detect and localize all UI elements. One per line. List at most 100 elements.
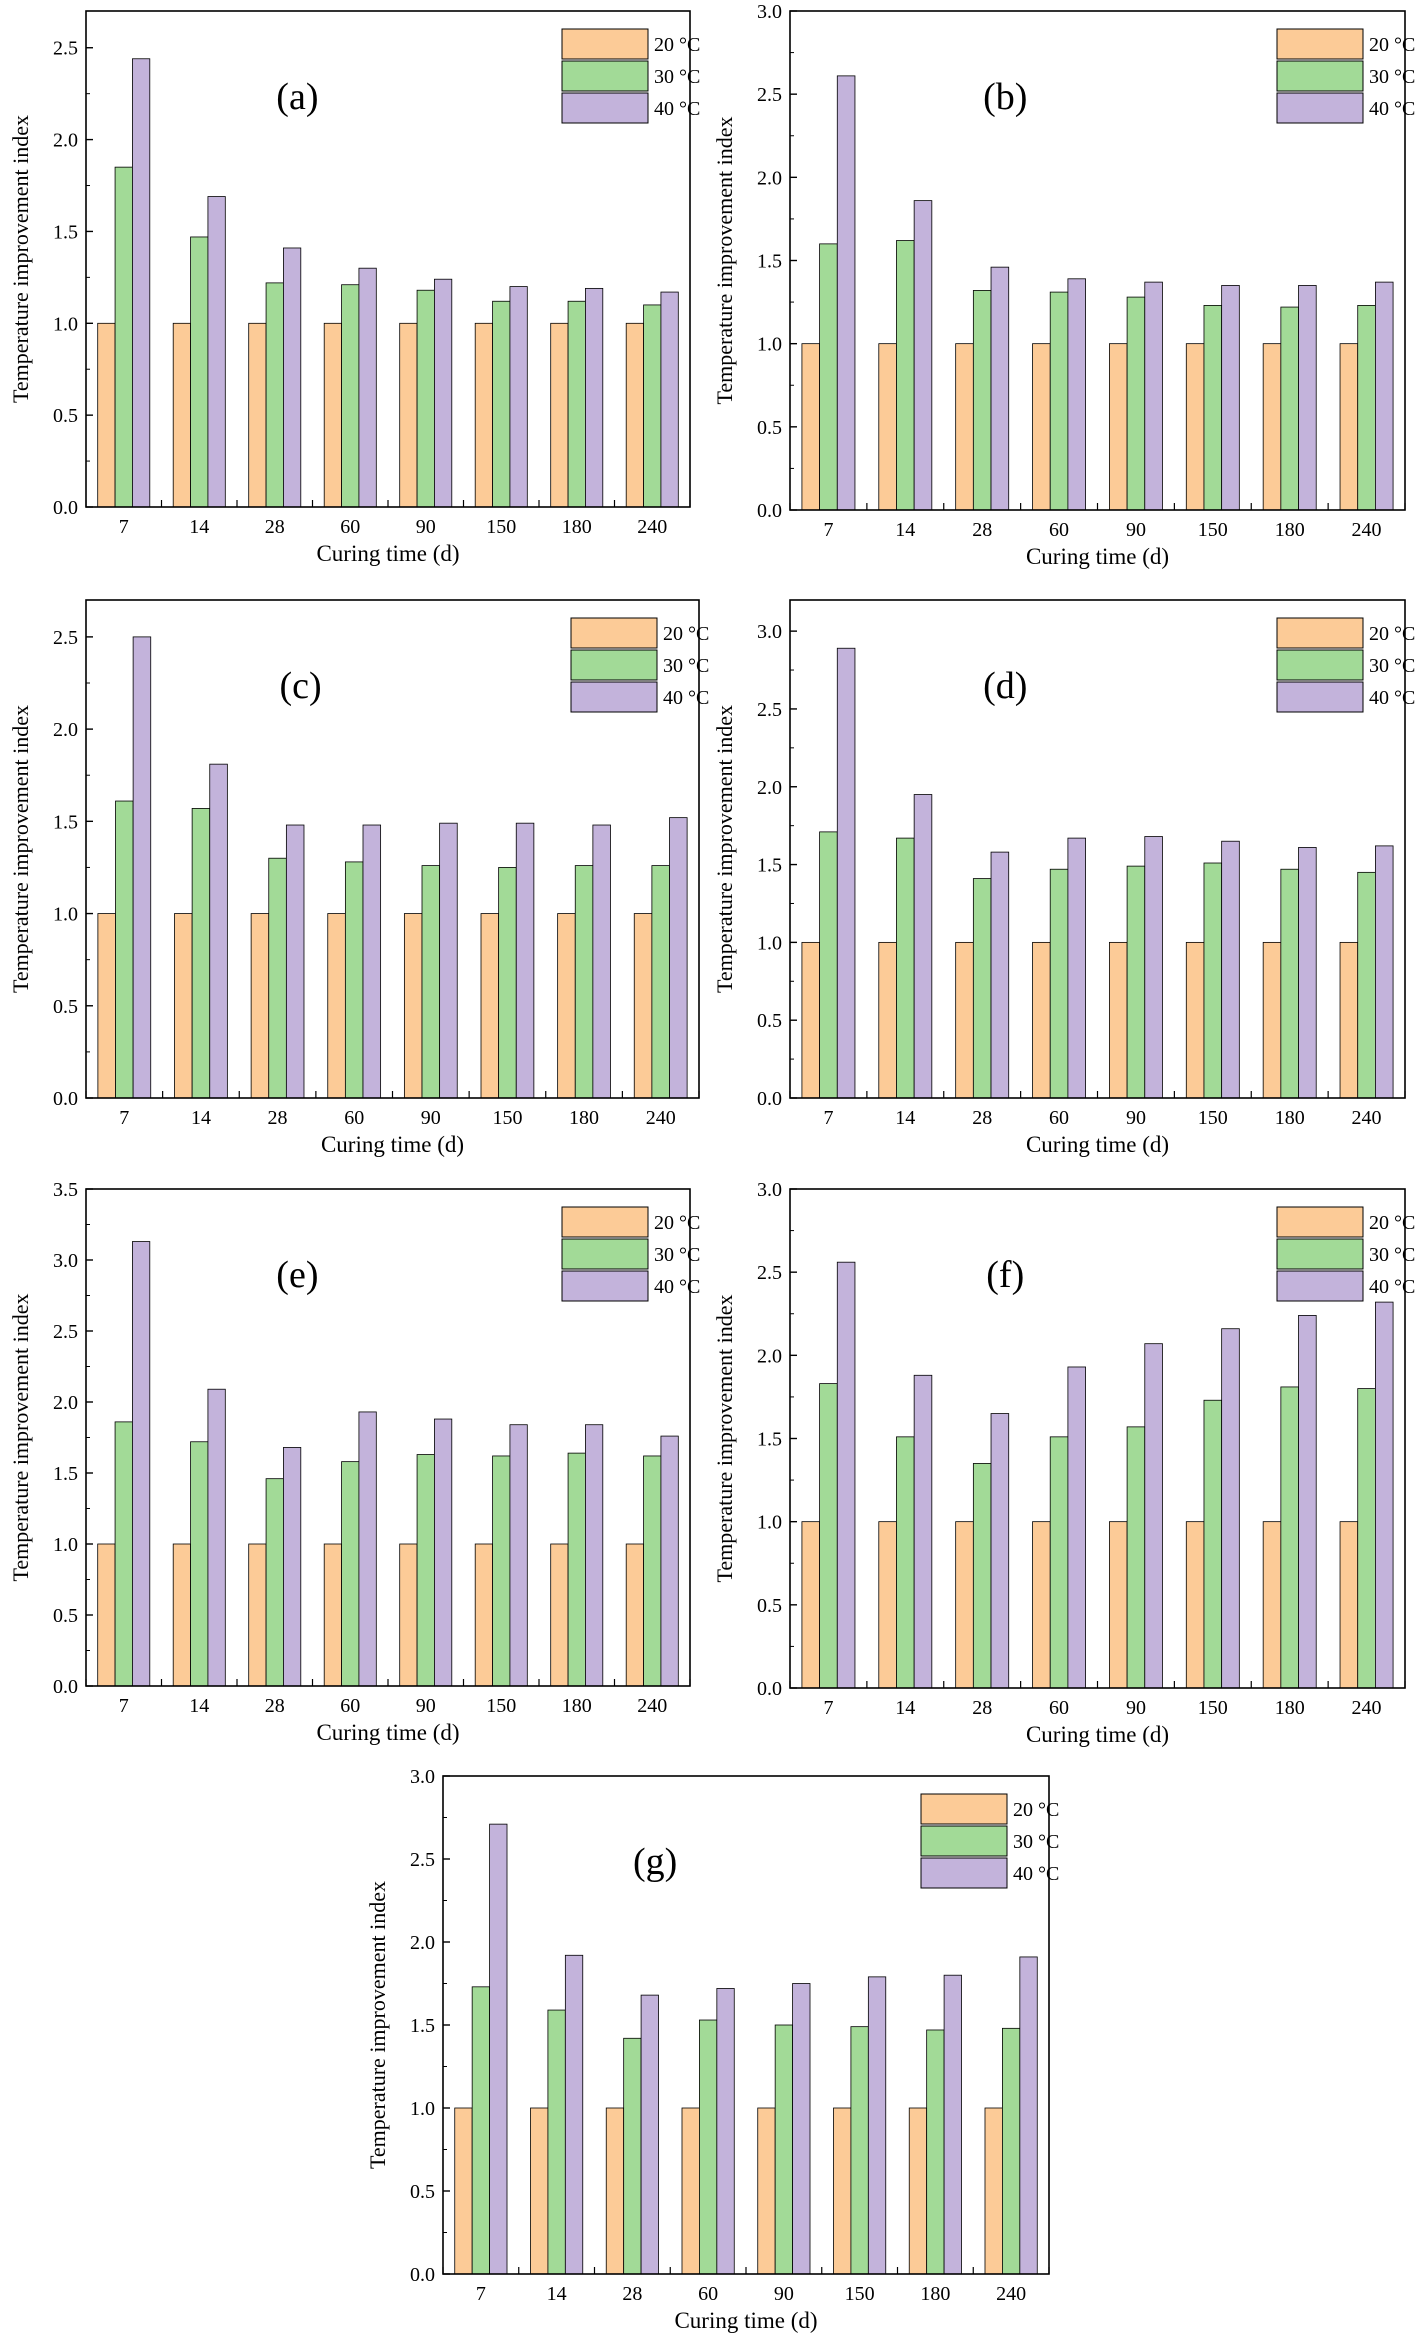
bar-30c-14 (190, 236, 209, 508)
bar-40c-240 (1375, 1301, 1394, 1689)
legend-swatch (561, 1206, 649, 1238)
bar-20c-14 (878, 941, 897, 1099)
x-tick-label: 150 (845, 2283, 875, 2305)
bar-30c-28 (972, 1463, 992, 1689)
bar-40c-150 (509, 286, 528, 508)
x-axis-label: Curing time (d) (321, 1132, 464, 1157)
legend-label: 20 °C (654, 34, 700, 56)
x-tick-label: 180 (562, 516, 592, 538)
bar-30c-14 (896, 1436, 915, 1689)
x-tick-label: 7 (823, 1107, 833, 1129)
bar-30c-7 (819, 243, 838, 511)
legend-label: 20 °C (663, 623, 709, 645)
x-tick-label: 90 (416, 516, 436, 538)
bar-40c-7 (132, 58, 151, 508)
x-tick-label: 7 (119, 1107, 129, 1129)
legend-swatch (1276, 1270, 1364, 1302)
bar-40c-7 (132, 1241, 151, 1687)
bar-30c-150 (492, 1455, 511, 1687)
bar-40c-28 (283, 247, 302, 508)
bar-20c-28 (250, 913, 270, 1099)
y-axis-label: Temperature improvement index (712, 705, 737, 993)
legend-label: 40 °C (663, 687, 709, 709)
y-tick-label: 2.5 (53, 1321, 78, 1343)
panel-label: (f) (986, 1254, 1024, 1296)
bar-40c-14 (913, 200, 933, 511)
bar-30c-28 (268, 857, 287, 1099)
x-tick-label: 60 (1049, 1107, 1069, 1129)
bar-20c-240 (1339, 941, 1359, 1099)
legend-swatch (570, 681, 658, 713)
bar-40c-60 (362, 824, 382, 1099)
y-tick-label: 0.5 (757, 417, 782, 439)
x-tick-label: 150 (1198, 1107, 1228, 1129)
bar-40c-240 (669, 817, 688, 1099)
bar-40c-14 (913, 794, 933, 1099)
legend-swatch (1276, 1238, 1364, 1270)
bar-20c-7 (801, 1521, 820, 1689)
legend-swatch (1276, 28, 1364, 60)
y-tick-label: 2.0 (53, 719, 78, 741)
x-tick-label: 150 (486, 516, 516, 538)
y-tick-label: 0.5 (53, 1605, 78, 1627)
bar-40c-150 (1221, 1328, 1240, 1689)
legend-label: 20 °C (654, 1212, 700, 1234)
y-tick-label: 1.5 (53, 811, 78, 833)
bar-30c-28 (972, 878, 992, 1099)
bar-20c-7 (454, 2107, 473, 2275)
x-axis-label: Curing time (d) (674, 2308, 817, 2333)
bar-30c-14 (191, 808, 211, 1099)
bar-40c-90 (1144, 836, 1163, 1099)
legend-label: 20 °C (1013, 1799, 1059, 1821)
chart-panel-3: 0.0 0.5 1.0 1.5 2.0 2.5 7 14 28 60 90 150 180 240 Curi… (8, 599, 709, 1157)
bar-30c-90 (1126, 865, 1146, 1099)
bar-30c-28 (623, 2037, 642, 2275)
bar-40c-28 (990, 266, 1010, 511)
y-tick-label: 2.0 (757, 777, 782, 799)
bar-20c-14 (172, 322, 191, 508)
bar-40c-90 (1144, 1343, 1163, 1689)
y-tick-label: 1.0 (757, 932, 782, 954)
x-tick-label: 150 (1198, 1697, 1228, 1719)
bar-30c-14 (547, 2009, 566, 2275)
x-axis-label: Curing time (d) (316, 541, 459, 566)
bar-30c-150 (498, 867, 517, 1099)
panel-label: (b) (983, 76, 1027, 118)
bar-30c-90 (421, 865, 441, 1099)
legend-label: 40 °C (654, 98, 700, 120)
x-tick-label: 90 (774, 2283, 794, 2305)
bar-30c-7 (471, 1986, 490, 2275)
y-tick-label: 0.0 (757, 1088, 782, 1110)
y-tick-label: 0.0 (53, 1676, 78, 1698)
bar-40c-7 (836, 1261, 856, 1689)
bar-40c-28 (990, 851, 1010, 1099)
bar-20c-150 (833, 2107, 852, 2275)
bar-20c-28 (605, 2107, 625, 2275)
bar-20c-90 (757, 2107, 776, 2275)
y-tick-label: 1.5 (757, 1429, 782, 1451)
x-tick-label: 150 (1198, 519, 1228, 541)
bar-20c-60 (1032, 941, 1051, 1099)
legend-label: 20 °C (1369, 623, 1415, 645)
bar-30c-7 (819, 831, 838, 1099)
bar-30c-240 (1002, 2027, 1021, 2275)
panel-label: (c) (279, 665, 321, 707)
legend-label: 30 °C (1369, 655, 1415, 677)
x-tick-label: 180 (1275, 1107, 1305, 1129)
bar-20c-180 (908, 2107, 928, 2275)
bar-30c-14 (896, 240, 915, 511)
x-tick-label: 7 (823, 519, 833, 541)
y-tick-label: 2.0 (410, 1932, 435, 1954)
x-axis-label: Curing time (d) (1026, 1722, 1169, 1747)
x-tick-label: 240 (637, 516, 667, 538)
x-tick-label: 7 (119, 516, 129, 538)
bar-30c-90 (416, 1454, 435, 1687)
bar-40c-180 (1298, 1315, 1317, 1689)
legend-label: 30 °C (654, 1244, 700, 1266)
bar-40c-180 (585, 287, 604, 508)
bar-20c-60 (323, 1543, 342, 1687)
bar-40c-14 (207, 196, 226, 508)
x-tick-label: 90 (416, 1695, 436, 1717)
x-tick-label: 60 (344, 1107, 364, 1129)
bar-30c-240 (1357, 1388, 1376, 1689)
